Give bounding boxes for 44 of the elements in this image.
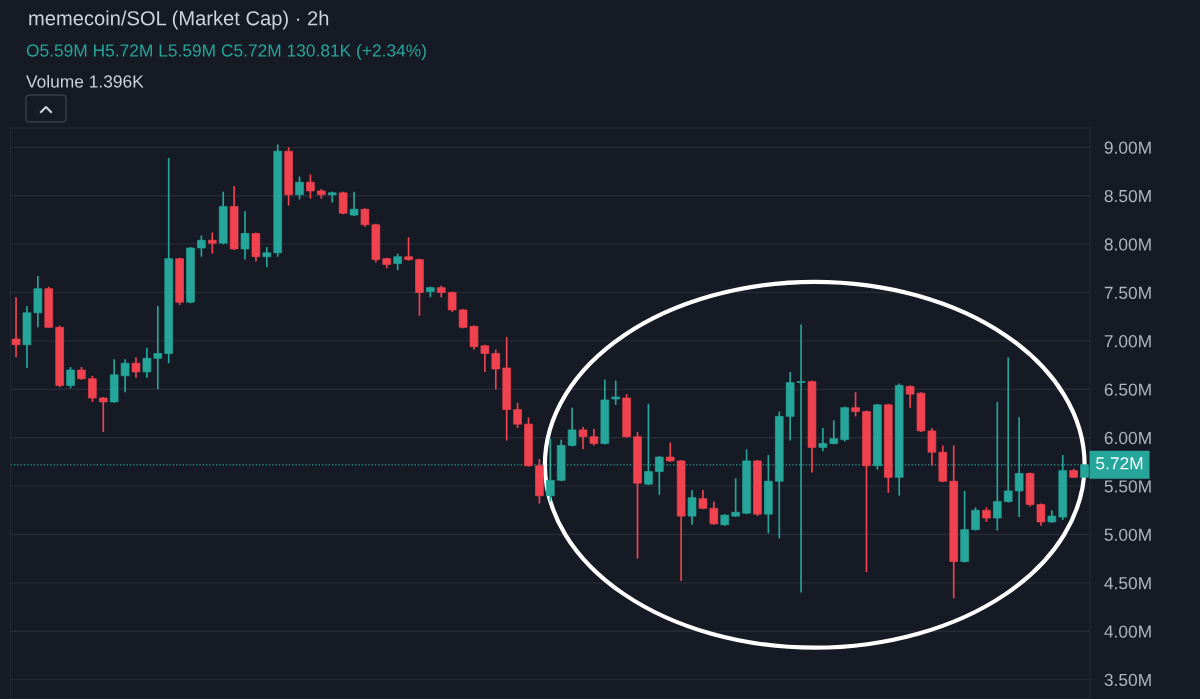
candlestick: [731, 477, 740, 518]
y-tick-label: 4.50M: [1104, 577, 1151, 590]
candlestick: [611, 379, 620, 406]
candlestick: [971, 506, 980, 532]
candlestick: [142, 346, 152, 379]
candlestick: [153, 305, 163, 391]
candlestick: [262, 246, 272, 269]
y-tick-label: 8.50M: [1104, 189, 1151, 203]
candlestick: [251, 231, 261, 263]
candlestick: [349, 191, 359, 217]
y-tick-label: 5.00M: [1104, 528, 1151, 541]
candlestick: [513, 402, 522, 429]
y-tick-label: 5.50M: [1104, 480, 1151, 493]
ref-line-label: 5.72M: [1096, 457, 1143, 470]
y-tick-label: 9.00M: [1104, 141, 1151, 154]
candlestick: [404, 236, 413, 262]
candlestick: [120, 358, 130, 394]
y-tick-label: 4.00M: [1104, 625, 1151, 638]
candlestick: [11, 296, 21, 359]
candlestick: [306, 173, 315, 200]
y-tick-label: 8.00M: [1104, 238, 1151, 251]
y-tick-label: 6.00M: [1104, 431, 1151, 445]
y-tick-label: 3.50M: [1104, 673, 1151, 687]
text: Volume 1.396K: [26, 74, 144, 88]
chart-title: memecoin/SOL (Market Cap) · 2h: [29, 10, 329, 30]
candlestick: [88, 374, 97, 403]
candlestick: [851, 391, 860, 418]
candlestick: [567, 406, 577, 448]
candlestick: [295, 175, 304, 201]
chart-subtitle: O5.59M H5.72M L5.59M C5.72M 130.81K (+2.34%): [26, 43, 426, 61]
candlestick: [240, 210, 250, 261]
candlestick: [818, 427, 828, 453]
candlestick: [491, 348, 501, 391]
candlestick: [829, 419, 839, 446]
candlestick: [665, 441, 675, 463]
candlestick: [687, 489, 697, 526]
candlestick: [208, 231, 217, 255]
candlestick: [66, 366, 75, 390]
y-tick-label: 6.50M: [1104, 383, 1151, 396]
candlestick: [99, 396, 108, 433]
candlestick: [197, 234, 206, 258]
candlestick: [131, 356, 141, 379]
y-tick-label: 7.50M: [1104, 286, 1151, 299]
y-tick-label: 7.00M: [1104, 335, 1151, 348]
